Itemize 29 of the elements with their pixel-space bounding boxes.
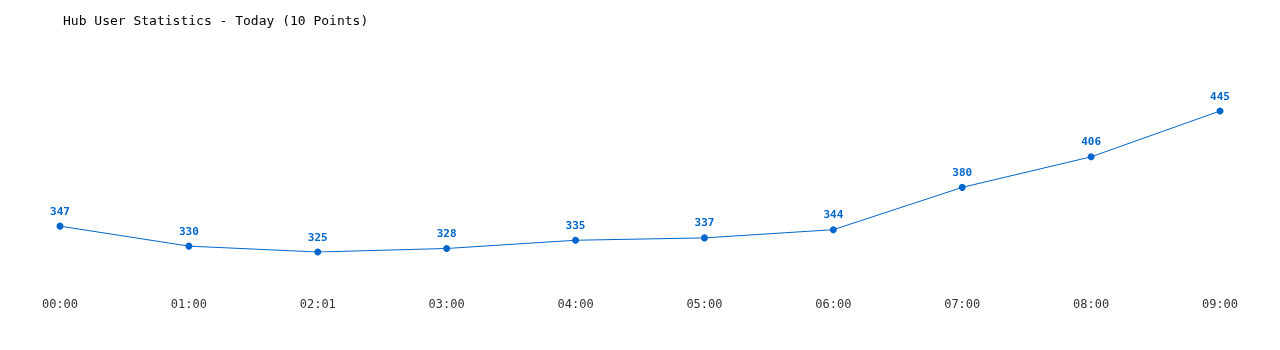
- point: [958, 183, 966, 191]
- x-tick-label: 00:00: [41, 297, 79, 311]
- data-label: 380: [952, 165, 973, 179]
- data-label: 344: [823, 208, 844, 222]
- chart-title: Hub User Statistics - Today (10 Points): [63, 13, 369, 28]
- x-tick-label: 01:00: [170, 297, 207, 311]
- data-label: 328: [436, 226, 457, 240]
- x-tick-label: 09:00: [1201, 297, 1239, 311]
- data-label: 337: [694, 216, 715, 230]
- data-label: 330: [178, 224, 199, 238]
- x-tick-label: 06:00: [815, 297, 852, 311]
- point: [829, 226, 837, 234]
- x-tick-label: 05:00: [686, 297, 723, 311]
- point: [1087, 153, 1095, 161]
- data-label: 445: [1210, 89, 1230, 103]
- point: [572, 236, 580, 244]
- point: [185, 242, 193, 250]
- point: [314, 248, 322, 256]
- x-tick-label: 08:00: [1073, 297, 1110, 311]
- x-tick-label: 02:01: [299, 297, 336, 311]
- point: [700, 234, 708, 242]
- data-label: 406: [1081, 135, 1102, 149]
- x-tick-label: 03:00: [428, 297, 465, 311]
- point: [443, 244, 451, 252]
- data-label: 335: [565, 218, 586, 232]
- data-label: 347: [50, 204, 70, 218]
- x-tick-label: 07:00: [944, 297, 981, 311]
- data-label: 325: [307, 230, 328, 244]
- x-tick-label: 04:00: [557, 297, 594, 311]
